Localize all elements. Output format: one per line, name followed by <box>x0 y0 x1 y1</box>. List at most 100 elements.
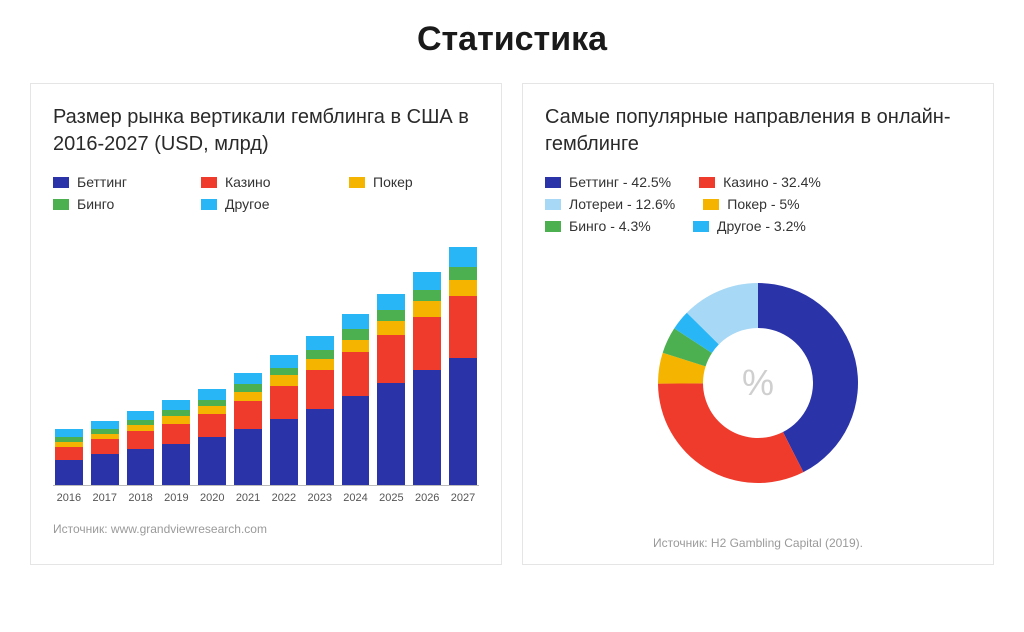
legend-swatch <box>699 177 715 188</box>
bar-segment <box>306 359 334 370</box>
legend-item: Другое <box>201 196 321 212</box>
bar-segment <box>306 370 334 408</box>
legend-label: Казино <box>225 174 271 190</box>
legend-item: Другое - 3.2% <box>693 218 813 234</box>
legend-item: Бинго - 4.3% <box>545 218 665 234</box>
legend-label: Казино - 32.4% <box>723 174 821 190</box>
bar-segment <box>377 383 405 485</box>
panel-left-title: Размер рынка вертикали гемблинга в США в… <box>53 104 479 158</box>
legend-swatch <box>693 221 709 232</box>
legend-swatch <box>201 177 217 188</box>
legend-label: Покер - 5% <box>727 196 799 212</box>
bar-segment <box>198 437 226 485</box>
bar-segment <box>234 384 262 392</box>
legend-item: Беттинг <box>53 174 173 190</box>
bar-segment <box>234 392 262 401</box>
panel-market-size: Размер рынка вертикали гемблинга в США в… <box>30 83 502 565</box>
left-source: Источник: www.grandviewresearch.com <box>53 522 479 536</box>
bar-segment <box>127 449 155 485</box>
x-tick-label: 2019 <box>162 492 190 504</box>
x-tick-label: 2020 <box>198 492 226 504</box>
bar-segment <box>55 447 83 460</box>
bar-segment <box>377 310 405 320</box>
bar-column <box>270 355 298 485</box>
legend-label: Другое <box>225 196 269 212</box>
bar-segment <box>449 358 477 486</box>
bar-segment <box>91 421 119 429</box>
legend-swatch <box>545 221 561 232</box>
bar-segment <box>306 409 334 486</box>
legend-left: Беттинг Казино Покер Бинго Другое <box>53 174 479 212</box>
bar-column <box>234 373 262 485</box>
x-tick-label: 2027 <box>449 492 477 504</box>
bar-column <box>306 336 334 485</box>
bar-segment <box>234 429 262 485</box>
bar-segment <box>449 267 477 280</box>
legend-item: Беттинг - 42.5% <box>545 174 671 190</box>
legend-item: Бинго <box>53 196 173 212</box>
panel-popular-directions: Самые популярные направления в онлайн-ге… <box>522 83 994 565</box>
x-tick-label: 2026 <box>413 492 441 504</box>
legend-swatch <box>545 199 561 210</box>
panels-row: Размер рынка вертикали гемблинга в США в… <box>30 83 994 565</box>
bar-segment <box>127 431 155 449</box>
x-tick-label: 2018 <box>127 492 155 504</box>
x-tick-label: 2016 <box>55 492 83 504</box>
legend-label: Другое - 3.2% <box>717 218 806 234</box>
bar-segment <box>270 375 298 385</box>
x-tick-label: 2024 <box>342 492 370 504</box>
legend-label: Покер <box>373 174 413 190</box>
bar-segment <box>449 247 477 267</box>
bar-segment <box>342 352 370 395</box>
x-tick-label: 2022 <box>270 492 298 504</box>
x-tick-label: 2017 <box>91 492 119 504</box>
bar-segment <box>270 355 298 368</box>
bar-segment <box>377 294 405 311</box>
bar-segment <box>306 350 334 359</box>
bar-column <box>413 272 441 485</box>
x-tick-label: 2021 <box>234 492 262 504</box>
bar-column <box>91 421 119 485</box>
bar-segment <box>91 439 119 454</box>
stacked-bar-chart <box>53 226 479 486</box>
bar-segment <box>342 314 370 329</box>
legend-label: Беттинг - 42.5% <box>569 174 671 190</box>
bar-segment <box>413 317 441 371</box>
x-tick-label: 2023 <box>306 492 334 504</box>
legend-label: Бинго <box>77 196 114 212</box>
bar-segment <box>198 406 226 414</box>
bar-column <box>55 429 83 485</box>
bar-segment <box>306 336 334 350</box>
bar-segment <box>342 329 370 339</box>
bar-segment <box>270 368 298 376</box>
legend-swatch <box>53 177 69 188</box>
legend-swatch <box>349 177 365 188</box>
bar-segment <box>234 401 262 429</box>
legend-label: Бинго - 4.3% <box>569 218 651 234</box>
legend-swatch <box>545 177 561 188</box>
donut-chart-wrap: % <box>545 248 971 518</box>
bar-segment <box>413 370 441 485</box>
bar-column <box>449 247 477 485</box>
bar-segment <box>342 340 370 353</box>
right-source: Источник: H2 Gambling Capital (2019). <box>545 536 971 550</box>
bar-segment <box>449 280 477 297</box>
bar-column <box>127 411 155 485</box>
legend-label: Беттинг <box>77 174 127 190</box>
legend-swatch <box>703 199 719 210</box>
bar-segment <box>198 414 226 437</box>
bar-segment <box>162 400 190 410</box>
panel-right-title: Самые популярные направления в онлайн-ге… <box>545 104 971 158</box>
legend-item: Лотереи - 12.6% <box>545 196 675 212</box>
bar-segment <box>413 290 441 301</box>
bar-segment <box>162 424 190 444</box>
bar-segment <box>449 296 477 357</box>
x-tick-label: 2025 <box>377 492 405 504</box>
page-title: Статистика <box>30 20 994 59</box>
bar-segment <box>413 301 441 316</box>
bar-column <box>198 389 226 485</box>
bar-segment <box>91 454 119 485</box>
bar-segment <box>162 416 190 424</box>
bar-segment <box>377 335 405 383</box>
bar-column <box>342 314 370 485</box>
